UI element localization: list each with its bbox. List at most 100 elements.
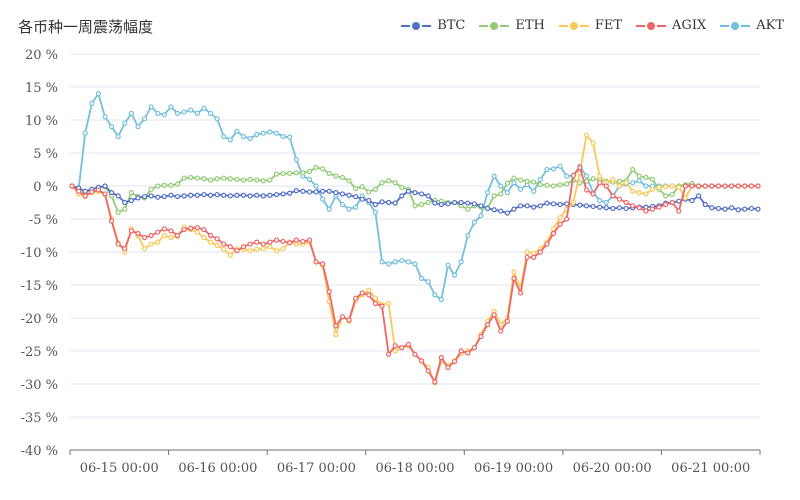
- legend-swatch: [479, 19, 510, 33]
- legend-item-agix[interactable]: AGIX: [636, 18, 706, 33]
- data-point-akt: [372, 209, 379, 215]
- data-point-agix: [273, 237, 280, 243]
- data-point-akt: [320, 196, 326, 202]
- y-tick-label: 10 %: [25, 114, 58, 129]
- legend: BTC ETH FET AGIX AKT: [401, 18, 784, 33]
- data-point-eth: [280, 170, 286, 177]
- data-point-fet: [267, 244, 273, 250]
- data-point-agix: [69, 183, 75, 189]
- y-tick-label: 20 %: [25, 48, 58, 63]
- data-point-akt: [89, 100, 95, 107]
- data-point-agix: [471, 345, 477, 351]
- data-point-akt: [419, 275, 425, 281]
- data-point-eth: [564, 181, 570, 187]
- data-point-fet: [676, 184, 682, 190]
- data-point-eth: [419, 201, 425, 208]
- data-point-akt: [194, 110, 200, 117]
- x-tick-label: 06-15 00:00: [80, 461, 159, 476]
- data-point-btc: [445, 201, 451, 207]
- data-point-fet: [221, 246, 227, 252]
- data-point-btc: [458, 199, 464, 206]
- y-tick-label: -35 %: [21, 411, 58, 426]
- data-point-agix: [742, 183, 748, 189]
- data-point-eth: [148, 186, 154, 192]
- data-point-agix: [735, 183, 741, 189]
- data-point-agix: [346, 317, 352, 323]
- data-point-akt: [207, 110, 214, 117]
- data-point-agix: [748, 183, 755, 189]
- data-point-agix: [610, 193, 616, 199]
- data-point-eth: [260, 178, 266, 184]
- data-point-btc: [346, 192, 352, 198]
- data-point-agix: [689, 183, 695, 189]
- data-point-akt: [293, 157, 299, 163]
- data-point-agix: [511, 275, 517, 281]
- data-point-agix: [504, 318, 510, 324]
- data-point-agix: [320, 261, 326, 267]
- data-point-eth: [544, 182, 550, 188]
- data-point-agix: [550, 230, 557, 237]
- legend-item-fet[interactable]: FET: [558, 18, 622, 33]
- data-point-agix: [75, 188, 82, 194]
- data-point-eth: [643, 174, 649, 181]
- data-point-akt: [379, 259, 385, 265]
- data-point-eth: [366, 189, 372, 195]
- data-point-agix: [649, 206, 656, 212]
- data-point-akt: [115, 133, 121, 140]
- data-point-agix: [95, 187, 101, 193]
- data-point-eth: [359, 184, 365, 190]
- data-point-agix: [517, 290, 524, 296]
- data-point-agix: [141, 234, 148, 241]
- data-point-agix: [89, 189, 95, 195]
- data-point-btc: [201, 191, 207, 198]
- data-point-agix: [419, 358, 425, 364]
- data-point-akt: [339, 201, 346, 208]
- data-point-eth: [399, 184, 405, 190]
- data-point-agix: [425, 368, 431, 374]
- data-point-agix: [445, 364, 451, 371]
- data-point-akt: [451, 272, 458, 278]
- legend-label: AKT: [756, 18, 784, 33]
- data-point-fet: [372, 295, 379, 301]
- data-point-akt: [82, 130, 88, 136]
- data-point-btc: [465, 200, 471, 206]
- data-point-akt: [498, 183, 504, 189]
- y-tick-label: -40 %: [21, 444, 58, 459]
- legend-item-eth[interactable]: ETH: [479, 18, 545, 33]
- data-point-btc: [597, 204, 603, 210]
- data-point-btc: [438, 201, 444, 208]
- data-point-eth: [346, 178, 352, 184]
- y-tick-label: 5 %: [33, 147, 58, 162]
- data-point-akt: [537, 176, 543, 182]
- legend-item-btc[interactable]: BTC: [401, 18, 465, 33]
- data-point-btc: [412, 190, 418, 196]
- data-point-eth: [320, 166, 326, 172]
- data-point-agix: [128, 228, 134, 234]
- legend-swatch: [558, 19, 589, 33]
- data-point-agix: [379, 303, 385, 309]
- data-point-fet: [649, 186, 656, 192]
- data-point-btc: [735, 207, 741, 213]
- data-point-akt: [491, 173, 497, 179]
- data-point-agix: [161, 226, 167, 232]
- data-point-btc: [709, 205, 715, 211]
- data-point-btc: [379, 199, 385, 205]
- data-point-agix: [399, 345, 405, 351]
- data-point-akt: [122, 120, 128, 126]
- data-point-eth: [386, 178, 392, 184]
- legend-swatch: [401, 19, 432, 33]
- data-point-agix: [412, 351, 418, 357]
- data-point-agix: [709, 183, 715, 189]
- data-point-btc: [537, 203, 543, 209]
- data-point-akt: [399, 257, 405, 264]
- data-point-btc: [623, 205, 629, 212]
- data-point-fet: [247, 248, 253, 254]
- y-tick-label: 0 %: [33, 180, 58, 195]
- data-point-agix: [306, 237, 313, 243]
- data-point-agix: [484, 322, 491, 328]
- data-point-eth: [498, 191, 504, 197]
- data-point-eth: [517, 177, 524, 183]
- y-tick-label: -30 %: [21, 378, 58, 393]
- legend-item-akt[interactable]: AKT: [720, 18, 784, 33]
- data-point-akt: [412, 261, 418, 267]
